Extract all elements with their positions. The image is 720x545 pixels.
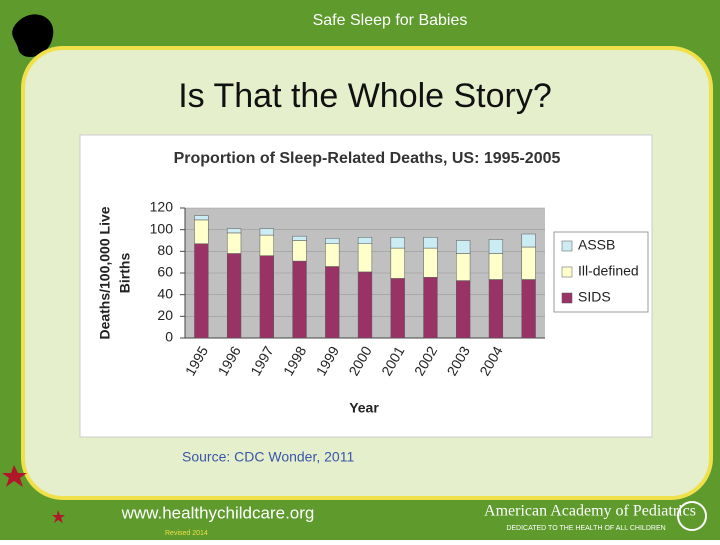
y-tick-label: 0 [165,329,173,345]
bar-segment [488,279,504,339]
bar-segment [456,240,471,254]
revised: Revised 2014 [165,530,208,537]
bar-segment [456,253,471,281]
bar-segment [390,247,405,279]
bar-segment [325,238,340,244]
bar-segment [325,266,340,339]
bar-segment [194,219,209,245]
bar-segment [390,237,405,249]
bar-segment [292,260,307,339]
y-axis-label: Deaths/100,000 Live [97,206,113,339]
bar-segment [521,233,536,248]
bar-segment [292,240,307,262]
bar-segment [259,228,274,236]
bar-segment [423,247,438,278]
legend-swatch [561,266,573,278]
bar-segment [521,279,536,339]
slide-title: Is That the Whole Story? [178,77,552,115]
bar-segment [423,277,438,339]
bar-segment [488,239,504,254]
chart-title: Proportion of Sleep-Related Deaths, US: … [174,150,561,167]
bar-segment [292,235,307,241]
y-tick-label: 120 [150,199,174,215]
bar-segment [390,278,405,339]
bar-segment [194,215,209,221]
org-tagline: DEDICATED TO THE HEALTH OF ALL CHILDREN [506,525,665,532]
bar-segment [194,243,209,339]
header: Safe Sleep for Babies [313,12,468,29]
bar-segment [259,255,274,339]
y-tick-label: 40 [157,285,173,301]
bar-segment [259,234,274,256]
x-axis-label: Year [349,400,379,416]
bar-segment [357,243,373,273]
bar-segment [325,243,340,267]
org-name: American Academy of Pediatrics [484,503,696,520]
footer-url[interactable]: www.healthychildcare.org [121,503,315,522]
legend-swatch [561,240,573,252]
logo [12,14,54,58]
y-axis-label: Births [117,253,133,294]
bar-segment [357,271,373,339]
bar-segment [357,237,373,244]
bar-segment [456,280,471,339]
y-tick-label: 100 [150,220,174,236]
y-tick-label: 80 [157,242,173,258]
star [52,510,65,523]
star [2,465,27,487]
bar-segment [226,253,242,339]
bar-segment [488,253,504,280]
legend-label: Ill-defined [578,263,639,279]
bar-segment [226,232,242,254]
org-seal [677,501,707,531]
y-tick-label: 60 [157,264,173,280]
bar-segment [521,246,536,280]
bar-segment [423,237,438,249]
legend-label: SIDS [578,289,611,305]
bar-segment [226,228,242,234]
legend-swatch [561,292,573,304]
y-tick-label: 20 [157,307,173,323]
legend-label: ASSB [578,237,615,253]
source: Source: CDC Wonder, 2011 [182,449,354,465]
